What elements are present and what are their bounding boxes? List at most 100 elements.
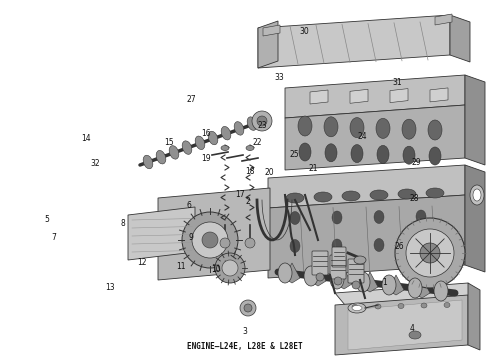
Ellipse shape	[444, 302, 450, 307]
Text: 28: 28	[409, 194, 419, 203]
Ellipse shape	[156, 150, 166, 164]
Ellipse shape	[434, 281, 448, 301]
Circle shape	[222, 260, 238, 276]
Text: 19: 19	[201, 154, 211, 163]
Ellipse shape	[208, 131, 218, 145]
Text: ENGINE—L24E, L28E & L28ET: ENGINE—L24E, L28E & L28ET	[187, 342, 303, 351]
Polygon shape	[390, 89, 408, 103]
Ellipse shape	[182, 141, 192, 154]
Ellipse shape	[247, 117, 257, 130]
FancyBboxPatch shape	[332, 247, 346, 267]
Text: 32: 32	[91, 159, 100, 168]
Polygon shape	[158, 188, 270, 280]
Text: 8: 8	[120, 219, 125, 228]
Text: 7: 7	[51, 233, 56, 242]
Ellipse shape	[416, 238, 426, 251]
Ellipse shape	[374, 211, 384, 224]
Ellipse shape	[169, 146, 179, 159]
Ellipse shape	[332, 239, 342, 252]
Text: 31: 31	[392, 77, 402, 86]
Text: 22: 22	[252, 138, 262, 147]
Ellipse shape	[325, 144, 337, 162]
Ellipse shape	[409, 331, 421, 339]
Ellipse shape	[470, 185, 484, 205]
Polygon shape	[388, 275, 404, 295]
Ellipse shape	[370, 190, 388, 200]
Ellipse shape	[221, 145, 229, 150]
Text: 10: 10	[211, 266, 220, 274]
Ellipse shape	[426, 188, 444, 198]
Ellipse shape	[382, 275, 396, 295]
Ellipse shape	[375, 304, 381, 309]
Polygon shape	[450, 15, 470, 62]
Polygon shape	[268, 165, 465, 208]
Circle shape	[316, 273, 324, 281]
Ellipse shape	[354, 256, 366, 264]
Circle shape	[420, 243, 440, 263]
Circle shape	[220, 238, 230, 248]
Text: 18: 18	[245, 166, 255, 175]
Polygon shape	[268, 195, 465, 278]
Polygon shape	[336, 269, 352, 289]
Ellipse shape	[351, 145, 363, 163]
Ellipse shape	[278, 263, 292, 283]
Ellipse shape	[332, 211, 342, 224]
Circle shape	[182, 212, 238, 268]
Ellipse shape	[428, 120, 442, 140]
Ellipse shape	[377, 145, 389, 163]
Text: 27: 27	[186, 94, 196, 104]
Text: 2: 2	[245, 197, 250, 206]
Ellipse shape	[195, 136, 205, 149]
Text: 29: 29	[412, 158, 421, 167]
Ellipse shape	[143, 155, 153, 169]
Text: 24: 24	[358, 132, 368, 140]
Text: 4: 4	[409, 324, 414, 333]
Text: 23: 23	[257, 122, 267, 130]
Polygon shape	[310, 90, 328, 104]
Text: 16: 16	[201, 129, 211, 138]
Ellipse shape	[299, 143, 311, 161]
Ellipse shape	[416, 210, 426, 223]
Ellipse shape	[429, 147, 441, 165]
Polygon shape	[468, 283, 480, 350]
Circle shape	[202, 232, 218, 248]
Circle shape	[244, 304, 252, 312]
Ellipse shape	[473, 189, 481, 201]
Text: 1: 1	[382, 278, 387, 287]
Text: 17: 17	[235, 190, 245, 199]
Polygon shape	[285, 75, 465, 118]
Polygon shape	[414, 278, 430, 298]
Ellipse shape	[314, 192, 332, 202]
FancyBboxPatch shape	[330, 255, 346, 279]
Polygon shape	[335, 295, 468, 355]
Text: 33: 33	[274, 73, 284, 82]
Text: 12: 12	[137, 258, 147, 267]
Ellipse shape	[398, 189, 416, 199]
Ellipse shape	[408, 278, 422, 298]
Ellipse shape	[324, 117, 338, 137]
Text: 26: 26	[394, 242, 404, 251]
Polygon shape	[128, 207, 195, 260]
Ellipse shape	[350, 118, 364, 138]
Polygon shape	[263, 25, 280, 36]
Polygon shape	[465, 75, 485, 165]
Polygon shape	[430, 88, 448, 102]
Polygon shape	[258, 15, 450, 68]
Ellipse shape	[234, 122, 244, 135]
Ellipse shape	[342, 191, 360, 201]
Polygon shape	[310, 266, 326, 286]
Ellipse shape	[330, 269, 344, 289]
Circle shape	[334, 277, 342, 285]
Text: 5: 5	[44, 215, 49, 224]
Text: 21: 21	[309, 163, 318, 173]
Polygon shape	[348, 300, 462, 350]
Ellipse shape	[376, 118, 390, 138]
Polygon shape	[362, 272, 378, 292]
Polygon shape	[465, 165, 485, 272]
Ellipse shape	[290, 211, 300, 225]
Ellipse shape	[304, 266, 318, 286]
Circle shape	[252, 111, 272, 131]
Text: 13: 13	[105, 284, 115, 292]
Ellipse shape	[356, 272, 370, 292]
Polygon shape	[350, 89, 368, 103]
